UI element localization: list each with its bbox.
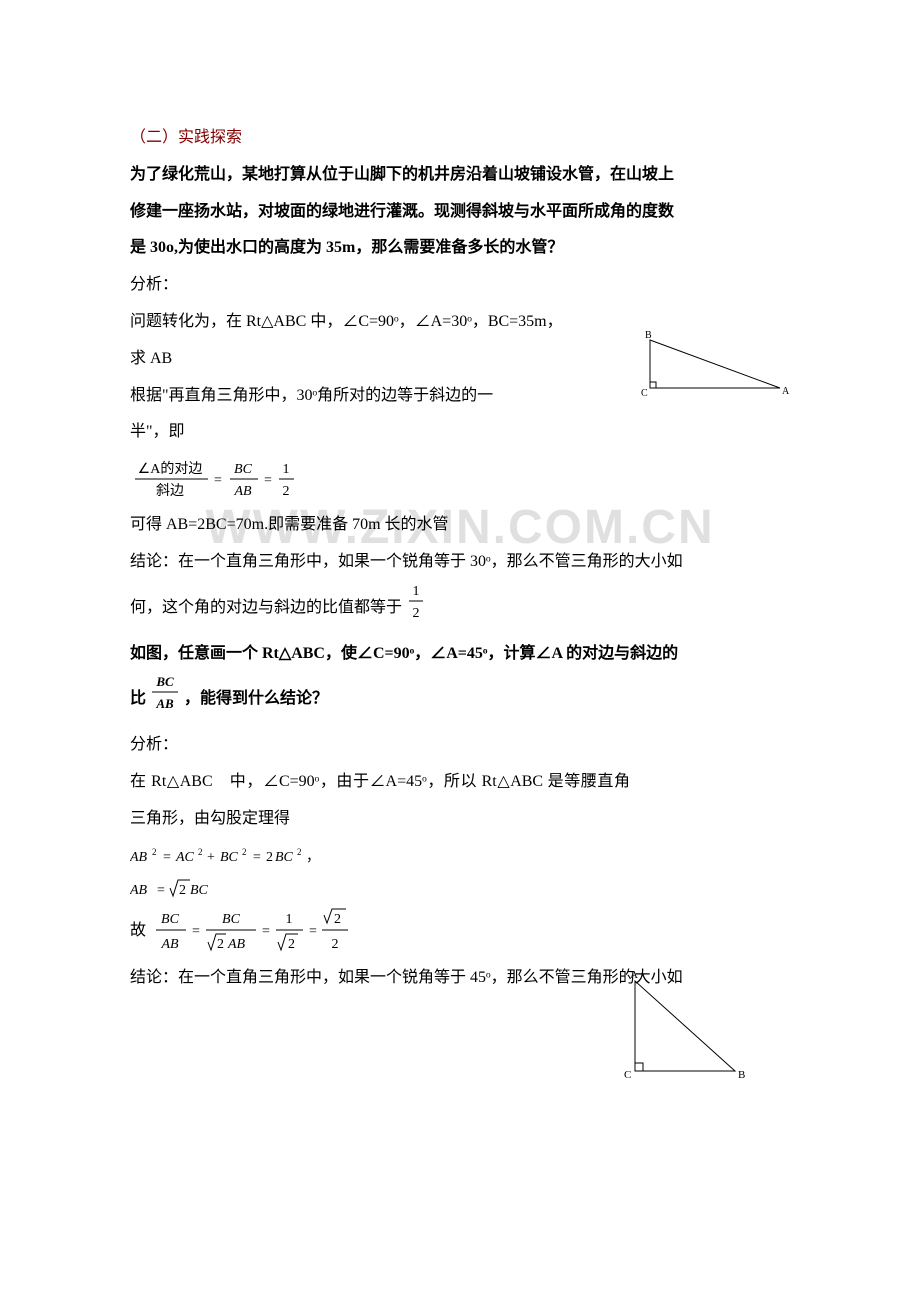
svg-text:2: 2 [332, 937, 339, 952]
half-fraction: 1 2 [406, 581, 426, 636]
svg-text:=: = [192, 924, 200, 939]
svg-text:2: 2 [152, 847, 157, 857]
svg-text:BC: BC [220, 850, 239, 865]
svg-text:1: 1 [283, 462, 290, 477]
section-heading: （二）实践探索 [130, 120, 790, 157]
bc-over-ab: BC AB [150, 672, 180, 727]
svg-text:AB: AB [160, 937, 179, 952]
p4: 在 Rt△ABC 中，∠C=90ᵒ，由于∠A=45ᵒ，所以 Rt△ABC 是等腰… [130, 764, 790, 838]
p1-line3: 根据"再直角三角形中，30ᵒ角所对的边等于斜边的一 [130, 378, 790, 415]
problem1-line1: 为了绿化荒山，某地打算从位于山脚下的机井房沿着山坡铺设水管，在山坡上 [130, 157, 790, 194]
p3-line2: 何，这个角的对边与斜边的比值都等于 1 2 [130, 581, 790, 636]
formula-fraction-1: ∠A的对边 斜边 = BC AB = 1 2 [130, 457, 790, 501]
svg-text:BC: BC [275, 850, 294, 865]
svg-text:+: + [207, 850, 215, 865]
svg-text:=: = [163, 850, 171, 865]
p1-line4: 半"，即 [130, 414, 790, 451]
svg-text:2: 2 [413, 606, 420, 621]
svg-text:1: 1 [413, 584, 420, 599]
p3-line1: 结论：在一个直角三角形中，如果一个锐角等于 30ᵒ，那么不管三角形的大小如 [130, 544, 790, 581]
problem2-line1: 如图，任意画一个 Rt△ABC，使∠C=90ᵒ，∠A=45ᵒ，计算∠A 的对边与… [130, 636, 790, 673]
svg-text:=: = [157, 883, 165, 898]
p1-line2: 求 AB [130, 341, 790, 378]
svg-text:BC: BC [190, 883, 209, 898]
svg-text:AB: AB [227, 937, 246, 952]
svg-text:C: C [624, 1069, 631, 1081]
svg-text:BC: BC [161, 912, 180, 927]
svg-text:=: = [309, 924, 317, 939]
svg-text:=: = [262, 924, 270, 939]
svg-text:AC: AC [175, 850, 195, 865]
p3-line2-text: 何，这个角的对边与斜边的比值都等于 [130, 599, 402, 616]
svg-text:2: 2 [288, 937, 295, 952]
svg-text:AB: AB [130, 883, 148, 898]
formula4-prefix: 故 [130, 913, 146, 954]
svg-text:AB: AB [155, 696, 174, 711]
formula-ab-sqrt2bc: AB = 2 BC [130, 874, 790, 900]
formula-pythagoras: AB 2 = AC 2 + BC 2 = 2 BC 2 ， [130, 844, 790, 868]
analysis-label-1: 分析： [130, 267, 790, 304]
analysis-label-2: 分析： [130, 727, 790, 764]
svg-text:∠A的对边: ∠A的对边 [138, 461, 203, 477]
svg-text:2: 2 [297, 847, 302, 857]
svg-text:AB: AB [130, 850, 148, 865]
svg-text:BC: BC [234, 462, 253, 477]
problem1-line2: 修建一座扬水站，对坡面的绿地进行灌溉。现测得斜坡与水平面所成角的度数 [130, 194, 790, 231]
svg-text:=: = [214, 473, 222, 488]
svg-text:2: 2 [283, 484, 290, 499]
svg-text:=: = [264, 473, 272, 488]
problem2-pre: 比 [130, 690, 146, 707]
p2: 可得 AB=2BC=70m.即需要准备 70m 长的水管 [130, 507, 790, 544]
p1-line1: 问题转化为，在 Rt△ABC 中，∠C=90ᵒ，∠A=30ᵒ，BC=35m， [130, 304, 790, 341]
svg-text:2: 2 [266, 850, 273, 865]
problem2-line2: 比 BC AB ，能得到什么结论？ [130, 672, 790, 727]
problem1-line3: 是 30o,为使出水口的高度为 35m，那么需要准备多长的水管？ [130, 230, 790, 267]
svg-text:2: 2 [217, 937, 224, 952]
svg-text:AB: AB [233, 484, 252, 499]
svg-text:2: 2 [334, 912, 341, 927]
problem2-post: ，能得到什么结论？ [184, 690, 328, 707]
formula-ratio-sqrt2-over-2: 故 BC AB = BC 2 AB = 1 2 = [130, 906, 790, 954]
p5: 结论：在一个直角三角形中，如果一个锐角等于 45ᵒ，那么不管三角形的大小如 [130, 960, 790, 997]
svg-text:B: B [738, 1069, 745, 1081]
svg-text:BC: BC [222, 912, 241, 927]
svg-text:，: ， [306, 850, 320, 865]
svg-text:=: = [253, 850, 261, 865]
svg-text:1: 1 [286, 912, 293, 927]
svg-text:BC: BC [155, 674, 174, 689]
svg-text:2: 2 [198, 847, 203, 857]
svg-text:斜边: 斜边 [156, 483, 184, 499]
svg-text:2: 2 [242, 847, 247, 857]
svg-text:2: 2 [179, 883, 186, 898]
